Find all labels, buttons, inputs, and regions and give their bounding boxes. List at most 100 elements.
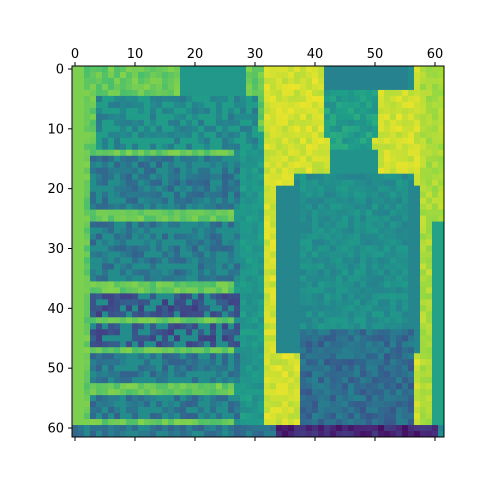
heatmap-cell <box>420 335 427 342</box>
heatmap-cell <box>120 305 127 312</box>
heatmap-cell <box>348 305 355 312</box>
heatmap-cell <box>126 161 133 169</box>
heatmap-cell <box>270 275 277 282</box>
heatmap-cell <box>264 305 271 312</box>
heatmap-cell <box>102 119 109 127</box>
heatmap-cell <box>228 191 235 199</box>
heatmap-cell <box>228 131 235 139</box>
heatmap-cell <box>372 215 379 222</box>
heatmap-cell <box>372 311 379 318</box>
heatmap-cell <box>288 305 295 312</box>
heatmap-cell <box>396 281 403 288</box>
heatmap-cell <box>348 119 355 127</box>
heatmap-cell <box>234 209 241 216</box>
heatmap-cell <box>354 377 361 384</box>
heatmap-cell <box>78 263 85 270</box>
heatmap-cell <box>120 83 127 91</box>
heatmap-cell <box>210 137 217 145</box>
heatmap-cell <box>102 179 109 187</box>
heatmap-cell <box>366 66 373 73</box>
heatmap-cell <box>72 323 79 330</box>
heatmap-cell <box>288 77 295 85</box>
heatmap-cell <box>102 287 109 294</box>
heatmap-cell <box>126 227 133 234</box>
heatmap-cell <box>156 389 163 396</box>
heatmap-cell <box>360 293 367 300</box>
heatmap-cell <box>432 107 439 115</box>
heatmap-cell <box>402 287 409 294</box>
heatmap-cell <box>264 323 271 330</box>
heatmap-cell <box>294 251 301 258</box>
heatmap-cell <box>114 407 121 414</box>
heatmap-cell <box>186 287 193 294</box>
heatmap-cell <box>312 143 319 151</box>
heatmap-cell <box>246 149 253 157</box>
heatmap-cell <box>246 299 253 306</box>
heatmap-cell <box>420 311 427 318</box>
heatmap-cell <box>126 329 133 336</box>
heatmap-cell <box>162 329 169 336</box>
heatmap-cell <box>318 305 325 312</box>
heatmap-cell <box>312 305 319 312</box>
heatmap-cell <box>84 167 91 175</box>
heatmap-cell <box>114 77 121 85</box>
heatmap-cell <box>384 383 391 390</box>
heatmap-cell <box>408 167 415 175</box>
heatmap-cell <box>216 383 223 390</box>
heatmap-cell <box>360 329 367 336</box>
heatmap-cell <box>426 71 433 79</box>
heatmap-cell <box>162 209 169 216</box>
heatmap-cell <box>108 425 115 432</box>
heatmap-cell <box>264 341 271 348</box>
heatmap-cell <box>204 377 211 384</box>
heatmap-cell <box>282 71 289 79</box>
heatmap-cell <box>294 101 301 109</box>
heatmap-cell <box>354 413 361 420</box>
heatmap-cell <box>438 353 445 360</box>
heatmap-cell <box>342 83 349 91</box>
heatmap-cell <box>294 347 301 354</box>
heatmap-cell <box>204 425 211 432</box>
heatmap-cell <box>204 281 211 288</box>
heatmap-cell <box>234 413 241 420</box>
heatmap-cell <box>336 413 343 420</box>
heatmap-cell <box>132 353 139 360</box>
heatmap-cell <box>108 179 115 187</box>
heatmap-cell <box>414 83 421 91</box>
heatmap-cell <box>270 203 277 211</box>
heatmap-cell <box>186 395 193 402</box>
heatmap-cell <box>120 341 127 348</box>
heatmap-cell <box>336 263 343 270</box>
heatmap-cell <box>360 359 367 366</box>
heatmap-cell <box>432 365 439 372</box>
heatmap-cell <box>234 341 241 348</box>
heatmap-cell <box>252 95 259 103</box>
heatmap-cell <box>306 197 313 205</box>
heatmap-cell <box>312 425 319 432</box>
heatmap-cell <box>120 389 127 396</box>
heatmap-cell <box>288 251 295 258</box>
heatmap-cell <box>348 251 355 258</box>
heatmap-cell <box>270 239 277 246</box>
heatmap-cell <box>174 431 181 438</box>
heatmap-cell <box>438 143 445 151</box>
heatmap-cell <box>318 257 325 264</box>
heatmap-cell <box>114 335 121 342</box>
heatmap-cell <box>222 203 229 211</box>
heatmap-cell <box>78 119 85 127</box>
heatmap-cell <box>144 131 151 139</box>
heatmap-cell <box>276 179 283 187</box>
heatmap-cell <box>408 77 415 85</box>
heatmap-cell <box>396 365 403 372</box>
heatmap-cell <box>180 233 187 240</box>
heatmap-cell <box>252 293 259 300</box>
heatmap-cell <box>276 191 283 199</box>
heatmap-cell <box>396 425 403 432</box>
heatmap-cell <box>186 137 193 145</box>
heatmap-cell <box>264 173 271 181</box>
heatmap-cell <box>390 137 397 145</box>
heatmap-cell <box>252 191 259 199</box>
heatmap-cell <box>150 359 157 366</box>
heatmap-cell <box>174 167 181 175</box>
heatmap-cell <box>366 407 373 414</box>
